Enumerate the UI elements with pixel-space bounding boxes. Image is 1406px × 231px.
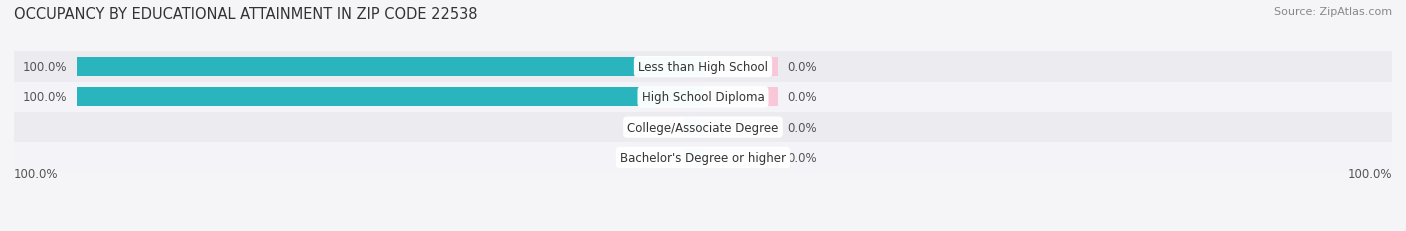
Bar <box>703 88 778 107</box>
Text: College/Associate Degree: College/Associate Degree <box>627 121 779 134</box>
Text: 100.0%: 100.0% <box>22 91 67 104</box>
Text: OCCUPANCY BY EDUCATIONAL ATTAINMENT IN ZIP CODE 22538: OCCUPANCY BY EDUCATIONAL ATTAINMENT IN Z… <box>14 7 478 22</box>
Text: 0.0%: 0.0% <box>787 121 817 134</box>
Text: 0.0%: 0.0% <box>787 91 817 104</box>
Text: 0.0%: 0.0% <box>645 151 675 164</box>
Bar <box>14 143 1392 173</box>
Bar <box>14 112 1392 143</box>
Bar <box>703 148 778 167</box>
Text: Source: ZipAtlas.com: Source: ZipAtlas.com <box>1274 7 1392 17</box>
Text: Bachelor's Degree or higher: Bachelor's Degree or higher <box>620 151 786 164</box>
Text: 0.0%: 0.0% <box>787 151 817 164</box>
Bar <box>14 52 1392 82</box>
Bar <box>685 118 703 137</box>
Text: Less than High School: Less than High School <box>638 61 768 74</box>
Text: 100.0%: 100.0% <box>14 167 59 180</box>
Bar <box>77 58 703 77</box>
Text: 0.0%: 0.0% <box>787 61 817 74</box>
Bar <box>77 88 703 107</box>
Bar <box>14 82 1392 112</box>
Text: 100.0%: 100.0% <box>1347 167 1392 180</box>
Bar <box>685 148 703 167</box>
Bar <box>703 58 778 77</box>
Text: High School Diploma: High School Diploma <box>641 91 765 104</box>
Text: 0.0%: 0.0% <box>645 121 675 134</box>
Text: 100.0%: 100.0% <box>22 61 67 74</box>
Bar <box>703 118 778 137</box>
